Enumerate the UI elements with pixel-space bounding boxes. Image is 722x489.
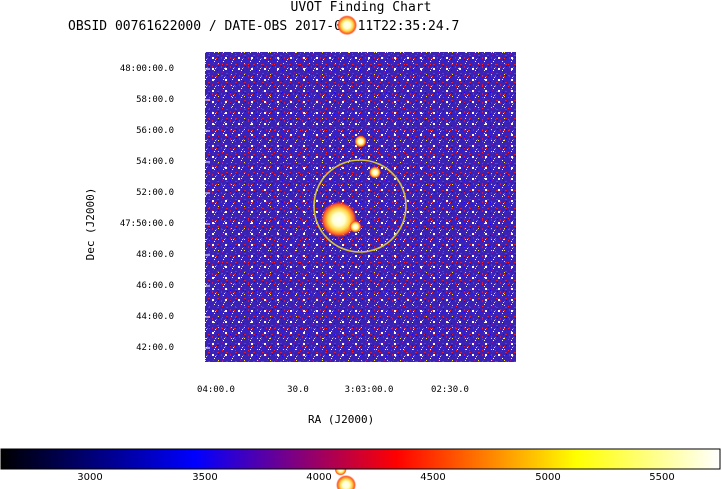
y-tick-label: 46:00.0: [136, 281, 174, 291]
y-tick-label: 44:00.0: [136, 312, 174, 322]
y-tick-label: 42:00.0: [136, 343, 174, 353]
image-noise-overlay: [205, 52, 516, 362]
colorbar-tick-label: 4000: [306, 472, 332, 483]
colorbar-tick-label: 3000: [77, 472, 103, 483]
colorbar-tick-label: 5500: [649, 472, 675, 483]
chart-title: UVOT Finding Chart: [290, 0, 432, 15]
star: [320, 201, 357, 238]
y-tick-label: 47:50:00.0: [119, 219, 174, 229]
source-region-circle: [313, 159, 407, 253]
y-axis-label: Dec (J2000): [84, 187, 97, 261]
star: [368, 166, 381, 179]
x-tick-label: 04:00.0: [197, 385, 235, 395]
colorbar-tick-label: 5000: [535, 472, 561, 483]
y-tick-label: 58:00.0: [136, 95, 174, 105]
x-tick-label: 30.0: [287, 385, 309, 395]
y-tick-label: 48:00.0: [136, 250, 174, 260]
star: [336, 475, 357, 489]
y-tick-label: 54:00.0: [136, 157, 174, 167]
x-tick-label: 3:03:00.0: [344, 385, 394, 395]
y-tick-label: 48:00:00.0: [119, 64, 174, 74]
axes-layer: [205, 68, 210, 349]
stars-layer: [320, 15, 381, 489]
y-tick-label: 52:00.0: [136, 188, 174, 198]
colorbar-tick-label: 4500: [420, 472, 446, 483]
y-tick-label: 56:00.0: [136, 126, 174, 136]
x-tick-label: 02:30.0: [431, 385, 469, 395]
star: [349, 220, 362, 233]
x-axis-label: RA (J2000): [308, 413, 375, 426]
colorbar-tick-label: 3500: [192, 472, 218, 483]
star: [337, 15, 358, 36]
colorbar: [0, 448, 721, 470]
star: [354, 135, 367, 148]
chart-subtitle: OBSID 00761622000 / DATE-OBS 2017-07-11T…: [68, 19, 460, 34]
